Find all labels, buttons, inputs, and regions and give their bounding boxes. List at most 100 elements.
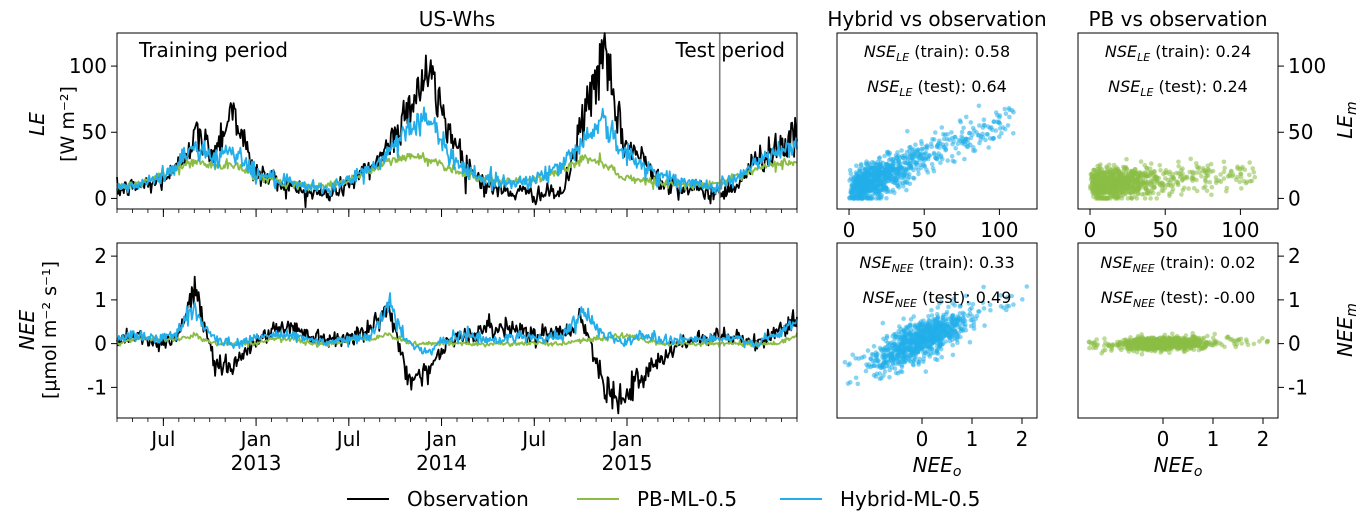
xtick-year-label: 2015 [602, 451, 653, 475]
nee-hybrid-point [881, 373, 886, 378]
nee-hybrid-point [929, 347, 934, 352]
le-hybrid-point [888, 156, 893, 162]
le-hybrid-point [964, 114, 969, 120]
le-hybrid-point [993, 110, 999, 115]
le-hybrid-point [902, 169, 908, 175]
nee-hybrid-point [941, 326, 946, 332]
le-hybrid-point [1011, 109, 1016, 115]
le-pb-point [1158, 168, 1163, 173]
le-pb-point [1098, 162, 1103, 167]
le-hybrid-point [939, 125, 945, 130]
le-hybrid-point [940, 156, 945, 162]
le-hybrid-point [854, 171, 860, 177]
nee-hybrid-point [921, 318, 926, 324]
le-hybrid-point [895, 162, 901, 167]
le-hybrid-point [981, 117, 987, 122]
nee-pb-point [1182, 336, 1187, 342]
le-hybrid-point [971, 148, 976, 153]
nee-hybrid-point [944, 309, 950, 315]
le-hybrid-point [997, 115, 1002, 120]
nee-pb-point [1106, 342, 1112, 347]
le-hybrid-point [984, 132, 990, 137]
xtick-label: Jul [149, 427, 175, 451]
le-pb-point [1167, 193, 1172, 199]
nee-pb-point [1128, 344, 1133, 350]
le-hybrid-point [877, 195, 882, 200]
nee-hybrid-point [898, 369, 903, 374]
nee-pb-xtick-label: 1 [1207, 427, 1220, 451]
nee-series-lines [116, 275, 798, 415]
le-hybrid-point [854, 163, 859, 168]
nee-hybrid-point [907, 332, 913, 338]
nee-pb-point [1251, 341, 1257, 347]
le-pb-point [1100, 196, 1106, 201]
le-hybrid-point [993, 128, 999, 133]
nee-pb-point [1139, 343, 1144, 349]
nee-hybrid-point [925, 320, 930, 326]
nee-hybrid-point [915, 338, 921, 344]
nee-hybrid-xtick-label: 0 [916, 427, 929, 451]
le-hybrid-point [864, 159, 869, 164]
le-hybrid-point [951, 139, 956, 144]
nee-pb-point [1191, 335, 1196, 340]
nee-pb-point [1239, 341, 1244, 346]
le-pb-point [1094, 171, 1099, 176]
nee-ytick-label: 2 [94, 244, 107, 268]
le-pb-point [1191, 186, 1197, 191]
nee-pb-point [1167, 350, 1172, 356]
nee-hybrid-point [913, 351, 919, 357]
le-pb-point [1097, 196, 1102, 201]
le-hybrid-point [857, 166, 862, 172]
le-hybrid-point [1002, 106, 1008, 112]
nee-hybrid-point [958, 326, 963, 332]
le-hybrid-point [851, 195, 856, 200]
nee-hybrid-point [908, 323, 913, 329]
le-hybrid-point [849, 183, 854, 189]
le-hybrid-axes-frame [836, 32, 1038, 210]
test-period-label: Test period [675, 38, 785, 62]
le-hybrid-point [1011, 131, 1016, 136]
le-pb-point [1148, 188, 1154, 194]
nee-hybrid-point [896, 361, 901, 367]
le-pb-point [1193, 170, 1198, 175]
le-hybrid-point [908, 165, 914, 171]
le-pb-point [1109, 179, 1114, 185]
le-hybrid-point [875, 159, 880, 165]
le-pb-ytick-label: 50 [1288, 120, 1313, 144]
nee-hybrid-scatter-panel: 0 1 2 NSENEE (train): 0.33 NSENEE (test): … [836, 242, 1038, 480]
nee-hybrid-point [960, 315, 966, 320]
le-line-observation [116, 32, 798, 209]
nee-hybrid-point [977, 309, 982, 314]
le-pb-ytick-label: 100 [1288, 54, 1326, 78]
le-hybrid-point [938, 160, 943, 166]
le-hybrid-point [943, 147, 949, 152]
le-pb-point [1097, 169, 1103, 175]
le-pb-point [1115, 181, 1121, 187]
nee-pb-point [1153, 347, 1158, 353]
le-hybrid-point [895, 183, 900, 188]
nee-hybrid-point [928, 351, 934, 356]
le-pb-point [1124, 166, 1129, 172]
nee-pb-ytick-label: -1 [1288, 375, 1308, 399]
nee-hybrid-point [968, 317, 974, 323]
nee-hybrid-point [846, 362, 851, 368]
nee-yticks: -1 0 1 2 [87, 244, 117, 399]
nee-hybrid-point [853, 375, 859, 381]
le-hybrid-point [900, 155, 906, 161]
nse-le-hybrid-train: NSELE (train): 0.58 [864, 42, 1010, 64]
nee-hybrid-point [865, 348, 871, 353]
nee-hybrid-point [916, 324, 921, 330]
le-hybrid-point [949, 153, 955, 159]
nee-pb-point [1109, 348, 1114, 353]
nee-pb-point [1133, 346, 1139, 352]
nee-hybrid-point [861, 354, 867, 359]
le-hybrid-point [945, 158, 950, 163]
nee-m-ylabel: NEEm [1333, 303, 1360, 357]
le-hybrid-point [1005, 123, 1011, 128]
le-ytick-label: 100 [69, 54, 107, 78]
le-hybrid-point [922, 151, 928, 157]
nee-hybrid-point [912, 333, 917, 339]
le-ylabel-line2: [W m⁻²] [57, 86, 79, 162]
nee-hybrid-points [842, 284, 1030, 387]
le-hybrid-point [847, 167, 853, 173]
